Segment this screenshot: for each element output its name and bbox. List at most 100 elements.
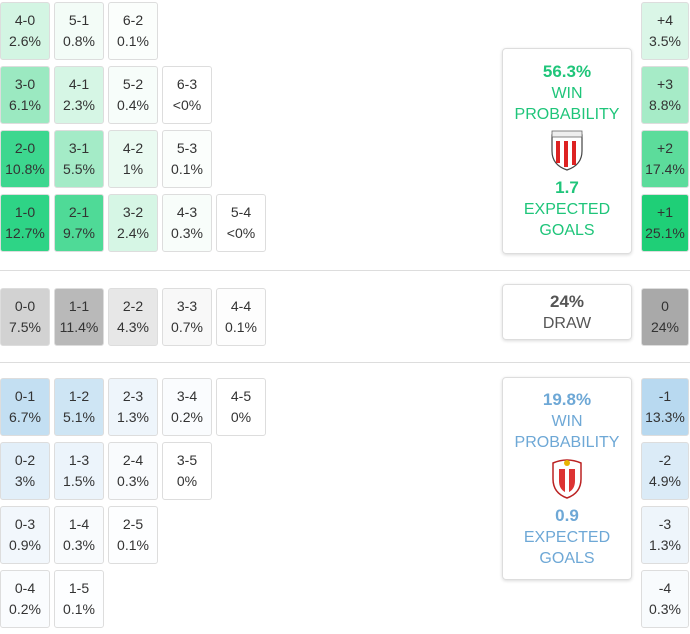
expected-goals: 1.7 (555, 178, 579, 197)
score-cell: 0-4 0.2% (0, 570, 50, 628)
score-cell: 2-1 9.7% (54, 194, 104, 252)
score: 2-1 (68, 204, 90, 220)
probability: 2.3% (63, 97, 95, 113)
score: 1-3 (68, 452, 90, 468)
probability: 17.4% (645, 161, 685, 177)
score-cell: 5-2 0.4% (108, 66, 158, 124)
win-label: WIN PROBABILITY (514, 412, 620, 451)
probability: 8.8% (649, 97, 681, 113)
score-cell: 5-3 0.1% (162, 130, 212, 188)
score: 4-4 (230, 298, 252, 314)
draw-label: DRAW (542, 314, 592, 332)
probability: 24% (650, 319, 680, 335)
expected-goals: 0.9 (555, 505, 579, 525)
home-card: 56.3% WIN PROBABILITY 1.7 EXPECTED GOALS (502, 48, 632, 254)
score: 3-2 (122, 204, 144, 220)
score: 2-5 (122, 516, 144, 532)
probability: 0% (230, 409, 252, 425)
score-cell: 4-2 1% (108, 130, 158, 188)
score: 4-1 (68, 76, 90, 92)
probability: 0.1% (117, 537, 149, 553)
score: 1-5 (68, 580, 90, 596)
score: 5-4 (230, 204, 252, 220)
score-cell: 6-2 0.1% (108, 2, 158, 60)
margin-cell: +1 25.1% (641, 194, 689, 252)
margin-label: +2 (657, 140, 673, 156)
xg-label: EXPECTED GOALS (523, 201, 611, 239)
score: 2-4 (122, 452, 144, 468)
score-cell: 0-3 0.9% (0, 506, 50, 564)
score-cell: 2-5 0.1% (108, 506, 158, 564)
probability: 11.4% (59, 319, 99, 335)
score-cell: 2-3 1.3% (108, 378, 158, 436)
probability: 2.4% (117, 225, 149, 241)
margin-cell: 0 24% (641, 288, 689, 346)
margin-label: +1 (657, 204, 673, 220)
score-cell: 3-2 2.4% (108, 194, 158, 252)
draw-card: 24% DRAW (502, 284, 632, 340)
separator (0, 270, 690, 271)
probability: 0.2% (9, 601, 41, 617)
score-cell: 0-2 3% (0, 442, 50, 500)
probability: 0.7% (171, 319, 203, 335)
probability: 6.7% (9, 409, 41, 425)
score: 5-1 (68, 12, 90, 28)
probability: 0.1% (225, 319, 257, 335)
probability: 1.5% (63, 473, 95, 489)
margin-label: +4 (657, 12, 673, 28)
probability: 0% (176, 473, 198, 489)
probability: 0.2% (171, 409, 203, 425)
probability: 0.1% (63, 601, 95, 617)
probability: 3.5% (649, 33, 681, 49)
margin-cell: +4 3.5% (641, 2, 689, 60)
score-cell: 1-1 11.4% (54, 288, 104, 346)
probability: 4.9% (649, 473, 681, 489)
score-cell: 5-4 <0% (216, 194, 266, 252)
score-cell: 6-3 <0% (162, 66, 212, 124)
win-label: WIN PROBABILITY (514, 85, 620, 123)
probability: 6.1% (9, 97, 41, 113)
margin-cell: +3 8.8% (641, 66, 689, 124)
score: 3-3 (176, 298, 198, 314)
score-cell: 4-5 0% (216, 378, 266, 436)
probability: 25.1% (645, 225, 685, 241)
margin-label: -4 (658, 580, 672, 596)
score-cell: 2-0 10.8% (0, 130, 50, 188)
score-cell: 4-1 2.3% (54, 66, 104, 124)
score: 1-0 (14, 204, 36, 220)
score: 0-3 (14, 516, 36, 532)
score: 0-1 (14, 388, 36, 404)
score: 2-2 (122, 298, 144, 314)
probability: 0.1% (117, 33, 149, 49)
win-probability: 19.8% (542, 389, 592, 409)
probability: 5.5% (63, 161, 95, 177)
margin-cell: -1 13.3% (641, 378, 689, 436)
margin-label: -2 (658, 452, 672, 468)
score: 5-2 (122, 76, 144, 92)
away-crest (552, 458, 582, 499)
score-cell: 1-2 5.1% (54, 378, 104, 436)
score-cell: 1-3 1.5% (54, 442, 104, 500)
score: 3-5 (176, 452, 198, 468)
probability: 9.7% (63, 225, 95, 241)
score: 4-0 (14, 12, 36, 28)
margin-cell: -2 4.9% (641, 442, 689, 500)
probability: 12.7% (5, 225, 45, 241)
probability: 3% (14, 473, 36, 489)
score-cell: 5-1 0.8% (54, 2, 104, 60)
score-cell: 3-0 6.1% (0, 66, 50, 124)
away-card: 19.8% WIN PROBABILITY 0.9 EXPECTED GOALS (502, 377, 632, 580)
margin-cell: +2 17.4% (641, 130, 689, 188)
probability: 1.3% (649, 537, 681, 553)
score-cell: 0-0 7.5% (0, 288, 50, 346)
separator (0, 362, 690, 363)
score: 0-4 (14, 580, 36, 596)
score-cell: 1-5 0.1% (54, 570, 104, 628)
score-cell: 1-4 0.3% (54, 506, 104, 564)
score: 4-3 (176, 204, 198, 220)
score: 2-0 (14, 140, 36, 156)
score-cell: 3-5 0% (162, 442, 212, 500)
score-cell: 2-2 4.3% (108, 288, 158, 346)
score-cell: 1-0 12.7% (0, 194, 50, 252)
